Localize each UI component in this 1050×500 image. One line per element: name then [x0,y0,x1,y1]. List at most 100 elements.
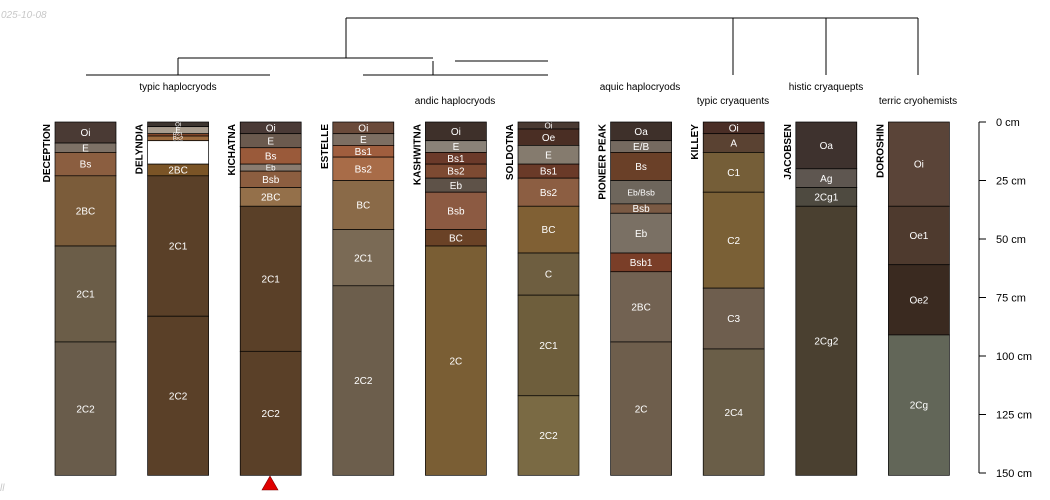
horizon-bc [332,180,395,230]
horizon-label: Bs2 [447,167,465,178]
horizon-label: BC [356,201,370,212]
horizon-label: 2C2 [76,404,95,415]
axis-tick-label: 75 cm [996,293,1026,305]
horizon-label: Ag [820,174,832,185]
horizon-oi [888,121,950,207]
horizon-label: Oi [266,123,276,134]
profile-name: KICHATNA [227,124,238,175]
group-label: histic cryaquepts [789,82,863,93]
horizon-2c1 [239,205,302,352]
horizon-2bc [54,175,117,247]
horizon-label: Eb [266,164,276,173]
horizon-label: 2C2 [262,409,281,420]
horizon-label: Bs [265,152,277,163]
horizon-bs2 [517,177,580,207]
horizon-label: 2BC [631,302,650,313]
horizon-label: 2BC [76,207,95,218]
group-label: typic cryaquents [697,96,769,107]
horizon-label: Oe1 [909,231,928,242]
axis-tick-label: 25 cm [996,176,1026,188]
horizon-c2 [702,191,765,289]
horizon-label: 2C [450,356,463,367]
horizon-label: Oi [914,160,924,171]
horizon-c1 [702,152,765,193]
horizon-2c2 [517,395,580,476]
axis-tick-label: 150 cm [996,468,1032,480]
horizon-2cg [888,334,950,476]
horizon-label: Bsb [632,204,650,215]
selected-profile-marker [261,475,279,491]
horizon-2c4 [702,348,765,476]
profile-name: ESTELLE [320,124,331,169]
horizon-label: C [545,270,552,281]
horizon-label: E [82,143,89,154]
horizon-label: Oa [820,141,834,152]
horizon-label: Bs2 [173,137,184,143]
horizon-label: E [175,126,180,135]
horizon-label: Bs2 [355,164,373,175]
horizon-2c1 [517,294,580,397]
horizon-label: Oi [544,121,552,130]
horizon-label: 2C1 [354,253,373,264]
horizon-label: 2C4 [725,408,744,419]
horizon-2cg2 [795,205,858,476]
horizon-2c1 [54,245,117,343]
horizon-label: BC [449,233,463,244]
horizon-label: Oi [451,127,461,138]
horizon-label: 2Cg2 [814,336,838,347]
horizon-label: BC [542,225,556,236]
profile-killey: Oi A C1 C2 C3 2C4 KILLEY [690,121,765,476]
axis-tick-label: 0 cm [996,117,1020,129]
axis-tick-label: 125 cm [996,410,1032,422]
horizon-label: E [267,136,274,147]
horizon-label: 2Cg1 [814,192,838,203]
horizon-label: 2C1 [539,341,558,352]
horizon-label: 2BC [261,192,280,203]
profile-name: SOLDOTNA [505,124,516,180]
horizon-2c2 [239,350,302,476]
profile-soldotna: Oi Oe E Bs1 Bs2 BC C 2C1 2C2 SOLDOTNA [505,121,580,476]
horizon-label: Bs [635,162,647,173]
horizon-label: Eb [450,181,463,192]
horizon-label: Oe [542,133,556,144]
profile-name: JACOBSEN [783,124,794,180]
horizon-label: 2C [635,404,648,415]
profile-name: DECEPTION [42,124,53,182]
horizon-label: Bsb1 [630,258,653,269]
profile-pioneer-peak: Oa E/B Bs Eb/Bsb Bsb Eb Bsb1 2BC 2C PIONEER PEAK [598,121,672,476]
horizon-label: 2C1 [169,242,188,253]
horizon-2c [425,245,487,476]
horizon-label: 2BC [168,166,187,177]
depth-axis: 0 cm 25 cm 50 cm 75 cm 100 cm 125 cm 150 cm [978,117,1032,480]
horizon-label: 2C2 [354,376,373,387]
horizon-2c2 [54,341,117,476]
profile-jacobsen: Oa Ag 2Cg1 2Cg2 JACOBSEN [783,121,858,476]
date-stamp: 025-10-08 [1,10,47,21]
profile-name: PIONEER PEAK [598,123,609,199]
horizon-label: Oi [729,123,739,134]
horizon-label: Oi [81,128,91,139]
horizon-bsb [425,191,487,230]
profile-name: KILLEY [690,124,701,160]
horizon-eb [610,212,672,254]
profile-name: DELYNDIA [135,124,146,174]
group-label: aquic haplocryods [600,82,681,93]
axis-tick-label: 50 cm [996,234,1026,246]
axis-tick-label: 100 cm [996,351,1032,363]
horizon-oe1 [888,205,950,266]
horizon-label: Oi [175,123,181,129]
horizon-label: E [453,142,460,153]
horizon-label: A [730,139,737,150]
profile-deception: Oi E Bs 2BC 2C1 2C2 DECEPTION [42,121,117,476]
horizon-2bc [610,271,672,343]
horizon-label: Bs [80,160,92,171]
group-label: typic haplocryods [139,82,216,93]
horizon-2c2 [332,285,395,476]
horizon-label: Oe2 [909,295,928,306]
dendrogram [86,17,919,76]
horizon-label: Bs1 [447,154,465,165]
horizon-2c2 [147,315,209,476]
